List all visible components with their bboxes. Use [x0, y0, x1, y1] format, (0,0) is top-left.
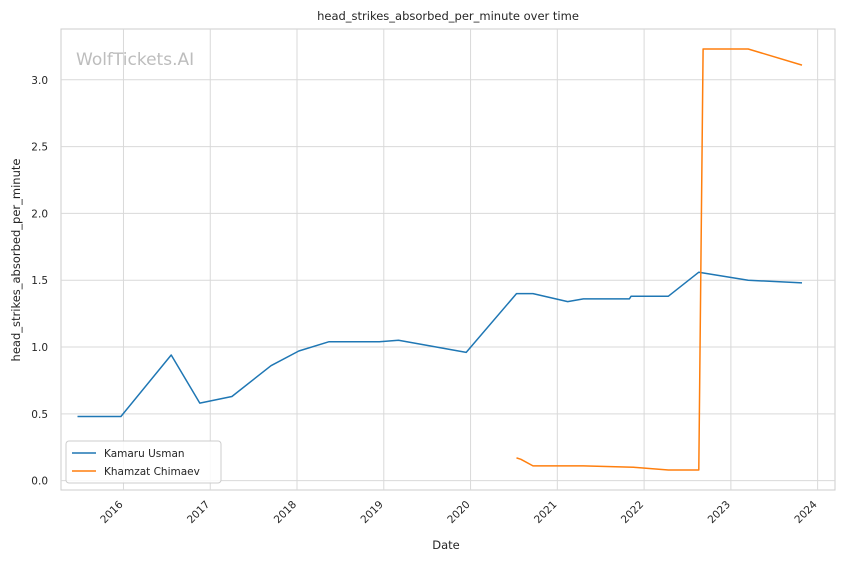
y-axis-ticks: 0.0 0.5 1.0 1.5 2.0 2.5 3.0 — [31, 75, 48, 488]
x-tick-label: 2016 — [98, 498, 126, 526]
x-axis-label: Date — [432, 538, 460, 552]
x-tick-label: 2017 — [185, 499, 212, 526]
series-line-kamaru-usman — [77, 271, 803, 418]
legend: Kamaru Usman Khamzat Chimaev — [65, 440, 222, 484]
y-tick-label: 3.0 — [31, 75, 48, 87]
y-tick-label: 2.0 — [31, 208, 48, 220]
y-tick-label: 2.5 — [31, 142, 48, 154]
legend-label: Kamaru Usman — [104, 448, 185, 460]
chart-title: head_strikes_absorbed_per_minute over ti… — [317, 9, 579, 23]
x-tick-label: 2019 — [359, 499, 386, 526]
y-tick-label: 1.0 — [31, 342, 48, 354]
watermark: WolfTickets.AI — [76, 50, 194, 70]
x-tick-label: 2018 — [272, 499, 299, 526]
x-tick-label: 2022 — [619, 499, 646, 526]
plot-area — [60, 28, 836, 491]
series-line-khamzat-chimaev — [516, 48, 803, 471]
y-tick-label: 0.0 — [31, 476, 48, 488]
x-tick-label: 2020 — [445, 499, 472, 526]
x-axis-ticks: 2016 2017 2018 2019 2020 2021 2022 2023 2024 — [98, 498, 820, 526]
y-tick-label: 0.5 — [31, 409, 48, 421]
legend-label: Khamzat Chimaev — [104, 466, 200, 478]
legend-box — [65, 440, 222, 484]
y-tick-label: 1.5 — [31, 275, 48, 287]
grid-lines — [61, 29, 835, 490]
x-tick-label: 2021 — [532, 499, 559, 526]
series-lines — [77, 48, 803, 471]
x-tick-label: 2024 — [792, 498, 820, 526]
y-axis-label: head_strikes_absorbed_per_minute — [9, 159, 23, 362]
x-tick-label: 2023 — [706, 499, 733, 526]
